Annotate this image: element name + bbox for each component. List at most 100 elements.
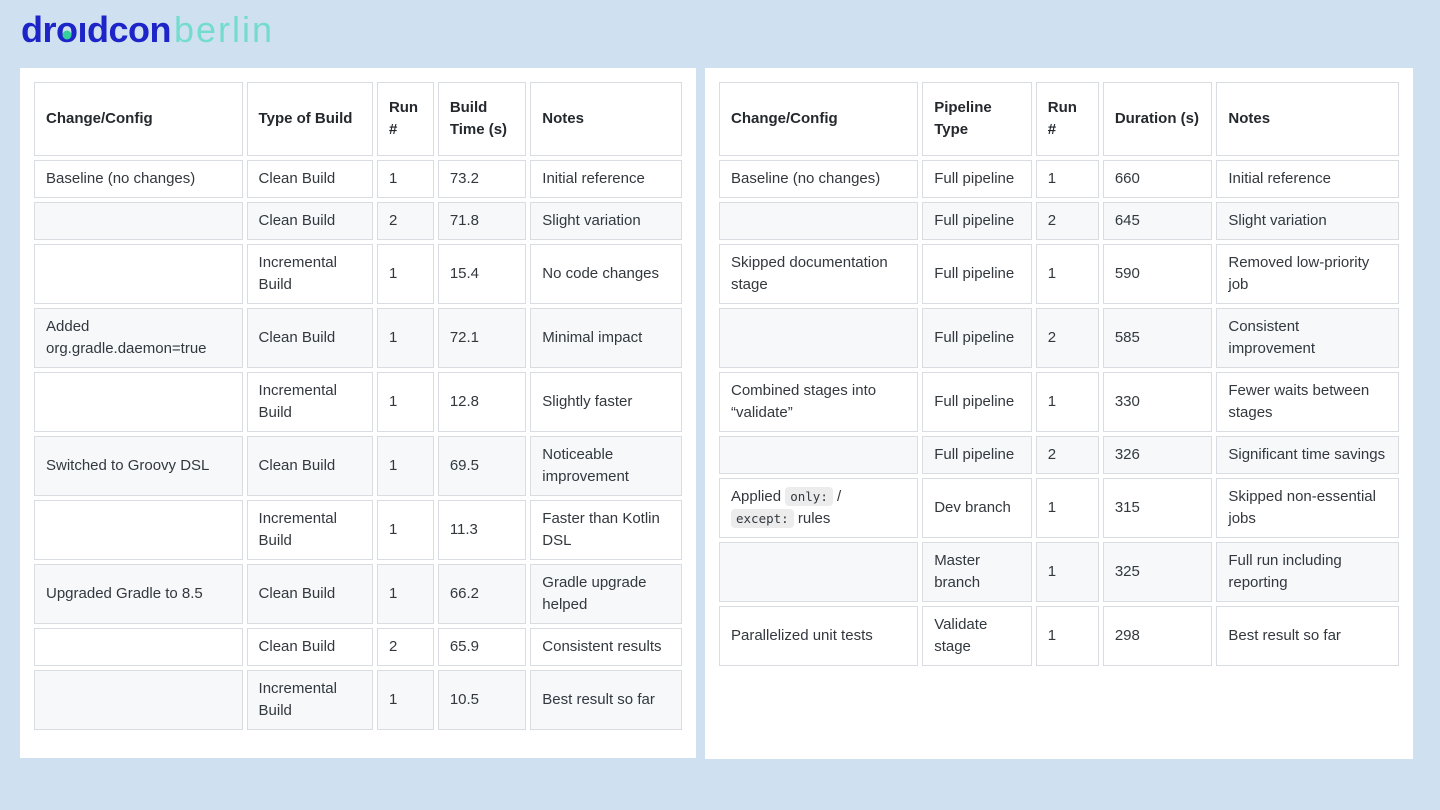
table-cell: Slightly faster bbox=[530, 372, 682, 432]
table-row: Baseline (no changes) Clean Build 1 73.2 Ini… bbox=[34, 160, 682, 198]
table-cell: 315 bbox=[1102, 478, 1213, 538]
table-row: Incremental Build 1 10.5 Best result so far bbox=[34, 670, 682, 730]
table-row: Incremental Build 1 11.3 Faster than Kotlin… bbox=[34, 500, 682, 560]
table-cell: Skipped documentation stage bbox=[719, 244, 919, 304]
table-cell: Removed low-priority job bbox=[1216, 244, 1399, 304]
table-cell: Incremental Build bbox=[246, 244, 373, 304]
table-cell: Slight variation bbox=[1216, 202, 1399, 240]
table-cell: No code changes bbox=[530, 244, 682, 304]
table-cell: Consistent results bbox=[530, 628, 682, 666]
inline-code: only: bbox=[785, 487, 833, 506]
table-cell: 590 bbox=[1102, 244, 1213, 304]
table-cell: 12.8 bbox=[437, 372, 527, 432]
table-cell: 1 bbox=[1035, 542, 1099, 602]
table-cell: Combined stages into “validate” bbox=[719, 372, 919, 432]
table-row: Full pipeline 2 645 Slight variation bbox=[719, 202, 1399, 240]
table-cell: 660 bbox=[1102, 160, 1213, 198]
pipeline-durations-table: Change/Config Pipeline Type Run # Duration … bbox=[715, 78, 1403, 670]
table-cell: Clean Build bbox=[246, 308, 373, 368]
table-row: Upgraded Gradle to 8.5 Clean Build 1 66.2 Gr… bbox=[34, 564, 682, 624]
table-row: Clean Build 2 71.8 Slight variation bbox=[34, 202, 682, 240]
table-cell: 72.1 bbox=[437, 308, 527, 368]
table-cell: 1 bbox=[1035, 606, 1099, 666]
table-cell: Parallelized unit tests bbox=[719, 606, 919, 666]
table-cell: Faster than Kotlin DSL bbox=[530, 500, 682, 560]
table-cell: Master branch bbox=[922, 542, 1032, 602]
table-cell: Incremental Build bbox=[246, 372, 373, 432]
table-cell bbox=[34, 244, 243, 304]
table-cell: 1 bbox=[376, 372, 434, 432]
table-row: Master branch 1 325 Full run including repo… bbox=[719, 542, 1399, 602]
table-header-row: Change/Config Pipeline Type Run # Duration … bbox=[719, 82, 1399, 156]
table-cell: Noticeable improvement bbox=[530, 436, 682, 496]
table-cell: 15.4 bbox=[437, 244, 527, 304]
table-cell: Clean Build bbox=[246, 564, 373, 624]
table-cell: Fewer waits between stages bbox=[1216, 372, 1399, 432]
logo-berlin-text: berlin bbox=[174, 9, 275, 50]
table-cell bbox=[719, 308, 919, 368]
table-cell: 1 bbox=[376, 308, 434, 368]
column-header: Run # bbox=[376, 82, 434, 156]
logo-droidcon-text: droıdcon bbox=[21, 9, 171, 50]
table-cell: Clean Build bbox=[246, 160, 373, 198]
table-row: Incremental Build 1 15.4 No code changes bbox=[34, 244, 682, 304]
table-cell: Dev branch bbox=[922, 478, 1032, 538]
column-header: Type of Build bbox=[246, 82, 373, 156]
table-cell: Gradle upgrade helped bbox=[530, 564, 682, 624]
table-cell bbox=[719, 202, 919, 240]
table-cell bbox=[34, 670, 243, 730]
cell-text: / bbox=[832, 488, 842, 505]
table-row: Applied only: / except: rules Dev branch 1… bbox=[719, 478, 1399, 538]
table-cell: 1 bbox=[1035, 160, 1099, 198]
table-row: Added org.gradle.daemon=true Clean Build 1… bbox=[34, 308, 682, 368]
table-row: Skipped documentation stage Full pipeline… bbox=[719, 244, 1399, 304]
table-cell: Minimal impact bbox=[530, 308, 682, 368]
table-cell: Clean Build bbox=[246, 436, 373, 496]
cell-text: rules bbox=[793, 510, 831, 527]
table-cell bbox=[34, 202, 243, 240]
table-cell: Full pipeline bbox=[922, 202, 1032, 240]
table-cell: 2 bbox=[1035, 308, 1099, 368]
table-row: Combined stages into “validate” Full pipe… bbox=[719, 372, 1399, 432]
table-cell: 645 bbox=[1102, 202, 1213, 240]
table-cell: 1 bbox=[376, 160, 434, 198]
table-cell: 11.3 bbox=[437, 500, 527, 560]
column-header: Notes bbox=[530, 82, 682, 156]
table-cell: Best result so far bbox=[530, 670, 682, 730]
table-cell: 585 bbox=[1102, 308, 1213, 368]
cell-text: Applied bbox=[731, 488, 786, 505]
column-header: Notes bbox=[1216, 82, 1399, 156]
table-cell: 325 bbox=[1102, 542, 1213, 602]
column-header: Pipeline Type bbox=[922, 82, 1032, 156]
column-header: Run # bbox=[1035, 82, 1099, 156]
table-cell: Validate stage bbox=[922, 606, 1032, 666]
table-cell: Full pipeline bbox=[922, 436, 1032, 474]
table-row: Baseline (no changes) Full pipeline 1 660 In… bbox=[719, 160, 1399, 198]
table-cell: 1 bbox=[1035, 372, 1099, 432]
table-cell: Initial reference bbox=[1216, 160, 1399, 198]
table-cell: Full pipeline bbox=[922, 160, 1032, 198]
table-cell bbox=[34, 500, 243, 560]
logo-o-with-dot-icon: o bbox=[56, 9, 78, 50]
table-cell: Full pipeline bbox=[922, 372, 1032, 432]
table-cell: Significant time savings bbox=[1216, 436, 1399, 474]
gradle-build-times-panel: Change/Config Type of Build Run # Build Tim… bbox=[20, 68, 696, 758]
table-cell: Baseline (no changes) bbox=[34, 160, 243, 198]
table-cell: Switched to Groovy DSL bbox=[34, 436, 243, 496]
pipeline-durations-panel: Change/Config Pipeline Type Run # Duration … bbox=[705, 68, 1413, 759]
table-cell: Clean Build bbox=[246, 202, 373, 240]
column-header: Change/Config bbox=[719, 82, 919, 156]
table-cell: Applied only: / except: rules bbox=[719, 478, 919, 538]
table-cell: 69.5 bbox=[437, 436, 527, 496]
table-cell: Clean Build bbox=[246, 628, 373, 666]
table-cell bbox=[34, 372, 243, 432]
table-cell: 71.8 bbox=[437, 202, 527, 240]
table-cell: 1 bbox=[1035, 244, 1099, 304]
column-header: Change/Config bbox=[34, 82, 243, 156]
table-cell: Incremental Build bbox=[246, 500, 373, 560]
table-cell: 2 bbox=[1035, 436, 1099, 474]
inline-code: except: bbox=[731, 509, 794, 528]
table-cell: 1 bbox=[1035, 478, 1099, 538]
table-row: Full pipeline 2 585 Consistent improvement bbox=[719, 308, 1399, 368]
table-row: Switched to Groovy DSL Clean Build 1 69.5 No… bbox=[34, 436, 682, 496]
